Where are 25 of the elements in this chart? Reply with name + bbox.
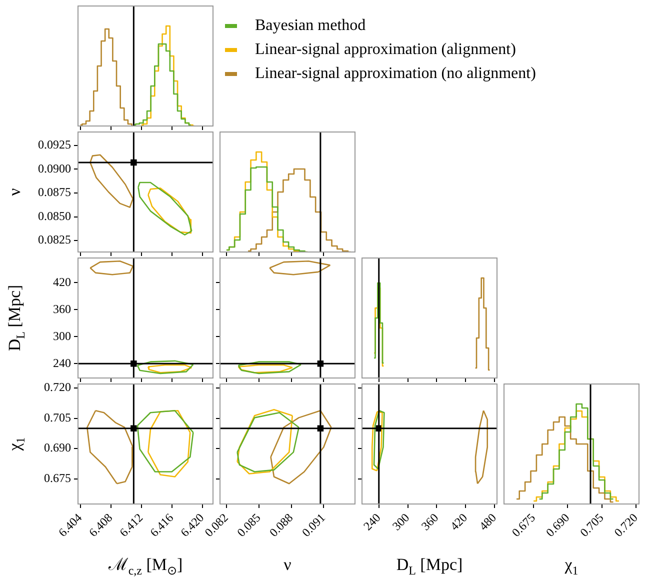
x-tick-label: 480: [476, 510, 499, 534]
y-tick-label: 0.0900: [38, 161, 71, 176]
y-tick-label: 300: [53, 328, 71, 343]
y-tick-label: 360: [53, 302, 71, 316]
legend-label: Linear-signal approximation (no alignment): [255, 65, 536, 83]
y-axis-title: χ1: [5, 437, 28, 452]
y-tick-label: 240: [53, 356, 71, 370]
x-tick-label: 420: [447, 510, 470, 534]
x-tick-label: 360: [418, 510, 442, 534]
y-tick-label: 0.705: [44, 410, 71, 424]
y-tick-label: 0.0925: [38, 137, 71, 152]
legend-label: Bayesian method: [255, 17, 366, 35]
y-tick-label: 0.720: [44, 380, 71, 394]
y-axis-title: DL [Mpc]: [5, 284, 28, 352]
y-tick-label: 420: [53, 274, 71, 289]
y-tick-label: 0.675: [44, 470, 71, 485]
y-tick-label: 0.0825: [38, 232, 71, 247]
x-tick-label: 300: [390, 510, 412, 534]
x-axis-title: ν: [284, 555, 292, 574]
y-tick-label: 0.690: [44, 440, 71, 455]
x-tick-label: 240: [360, 510, 384, 534]
y-tick-label: 0.0875: [38, 185, 71, 200]
y-axis-title: ν: [5, 188, 24, 196]
legend-label: Linear-signal approximation (alignment): [255, 41, 516, 59]
y-tick-label: 0.0850: [38, 208, 71, 223]
